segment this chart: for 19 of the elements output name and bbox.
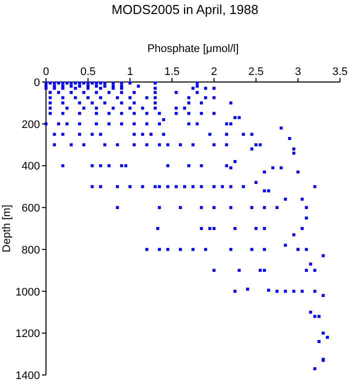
y-tick-label: 0 — [34, 77, 40, 89]
x-axis-title: Phosphate [μmol/l] — [147, 43, 239, 55]
x-tick-label: 0.5 — [80, 66, 96, 78]
y-tick-label: 200 — [22, 118, 40, 131]
x-tick-label: 2.5 — [248, 66, 264, 78]
y-tick-label: 1000 — [16, 286, 40, 298]
x-tick-label: 2 — [210, 66, 218, 78]
x-tick-label: 1.5 — [164, 66, 180, 78]
y-tick-label: 400 — [22, 160, 40, 173]
x-tick-label: 3.5 — [332, 66, 348, 78]
y-tick-label: 1200 — [16, 328, 40, 340]
y-tick-label: 1400 — [16, 370, 40, 382]
x-tick-label: 0 — [42, 66, 50, 78]
chart-title: MODS2005 in April, 1988 — [112, 2, 258, 17]
y-tick-label: 600 — [22, 202, 40, 215]
x-tick-label: 1 — [126, 66, 134, 78]
x-tick-label: 3 — [294, 66, 302, 78]
y-axis-title: Depth [m] — [1, 204, 13, 252]
y-tick-label: 800 — [22, 244, 40, 256]
